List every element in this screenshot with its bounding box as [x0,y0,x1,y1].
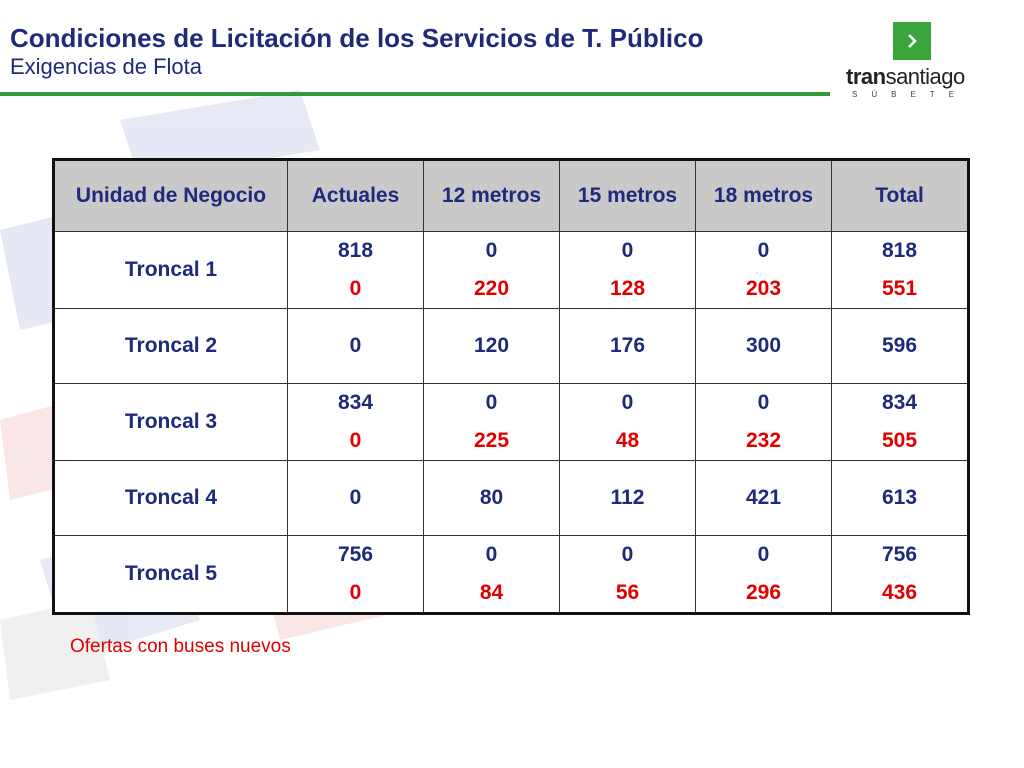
cell: 0 128 [559,231,696,309]
cell: 0 232 [695,383,832,461]
cell: 818 0 [287,231,424,309]
offers-footnote: Ofertas con buses nuevos [70,636,291,657]
logo-tagline: SÚBETE [852,90,969,99]
cell: 300 [695,308,832,384]
cell: 834 0 [287,383,424,461]
offer-value: 296 [745,581,782,604]
cell: 0 [287,460,424,536]
table-header-row: Unidad de Negocio Actuales 12 metros 15 … [53,159,969,232]
current-value: 0 [485,391,498,414]
chevron-right-icon [893,22,931,60]
header-actuales: Actuales [287,159,424,232]
row-label: Troncal 5 [53,535,288,614]
cell: 120 [423,308,560,384]
header-unidad-negocio: Unidad de Negocio [53,159,288,232]
offer-value: 225 [473,429,510,452]
cell: 0 [287,308,424,384]
offer-value: 551 [881,277,918,300]
row-label: Troncal 4 [53,460,288,536]
cell: 756 0 [287,535,424,614]
logo-word-regular: santiago [885,64,966,89]
offer-value: 505 [881,429,918,452]
cell: 613 [831,460,969,536]
current-value: 818 [337,239,374,262]
current-value: 0 [757,543,770,566]
cell: 176 [559,308,696,384]
current-value: 0 [485,239,498,262]
cell: 112 [559,460,696,536]
current-value: 756 [881,543,918,566]
offer-value: 203 [745,277,782,300]
offer-value: 56 [615,581,640,604]
header-12-metros: 12 metros [423,159,560,232]
page-title: Condiciones de Licitación de los Servici… [10,23,704,53]
current-value: 818 [881,239,918,262]
cell: 756 436 [831,535,969,614]
cell: 0 56 [559,535,696,614]
offer-value: 0 [349,277,362,300]
current-value: 834 [881,391,918,414]
offer-value: 436 [881,581,918,604]
row-label: Troncal 2 [53,308,288,384]
cell: 0 203 [695,231,832,309]
offer-value: 0 [349,581,362,604]
table-row: Troncal 5 756 0 0 84 0 56 0 296 756 436 [53,535,969,614]
cell: 0 296 [695,535,832,614]
current-value: 756 [337,543,374,566]
header-18-metros: 18 metros [695,159,832,232]
cell: 80 [423,460,560,536]
header-total: Total [831,159,969,232]
cell: 596 [831,308,969,384]
header-15-metros: 15 metros [559,159,696,232]
row-label: Troncal 1 [53,231,288,309]
cell: 818 551 [831,231,969,309]
header: Condiciones de Licitación de los Servici… [10,22,704,80]
current-value: 0 [757,391,770,414]
cell: 0 220 [423,231,560,309]
current-value: 834 [337,391,374,414]
current-value: 0 [621,391,634,414]
offer-value: 48 [615,429,640,452]
offer-value: 232 [745,429,782,452]
cell: 0 84 [423,535,560,614]
header-divider [0,92,830,96]
logo-wordmark: transantiago [846,64,965,90]
table-row: Troncal 3 834 0 0 225 0 48 0 232 834 505 [53,383,969,461]
cell: 0 225 [423,383,560,461]
cell: 421 [695,460,832,536]
offer-value: 0 [349,429,362,452]
current-value: 0 [621,239,634,262]
current-value: 0 [485,543,498,566]
logo-word-bold: tran [846,64,886,89]
current-value: 0 [757,239,770,262]
fleet-table-container: Unidad de Negocio Actuales 12 metros 15 … [52,158,970,615]
cell: 0 48 [559,383,696,461]
row-label: Troncal 3 [53,383,288,461]
fleet-requirements-table: Unidad de Negocio Actuales 12 metros 15 … [52,158,970,615]
cell: 834 505 [831,383,969,461]
page-subtitle: Exigencias de Flota [10,54,202,79]
offer-value: 84 [479,581,504,604]
offer-value: 220 [473,277,510,300]
table-row: Troncal 1 818 0 0 220 0 128 0 203 818 551 [53,231,969,309]
table-row: Troncal 4 0 80 112 421 613 [53,460,969,536]
transantiago-logo: transantiago SÚBETE [846,22,976,104]
offer-value: 128 [609,277,646,300]
current-value: 0 [621,543,634,566]
table-row: Troncal 2 0 120 176 300 596 [53,308,969,384]
